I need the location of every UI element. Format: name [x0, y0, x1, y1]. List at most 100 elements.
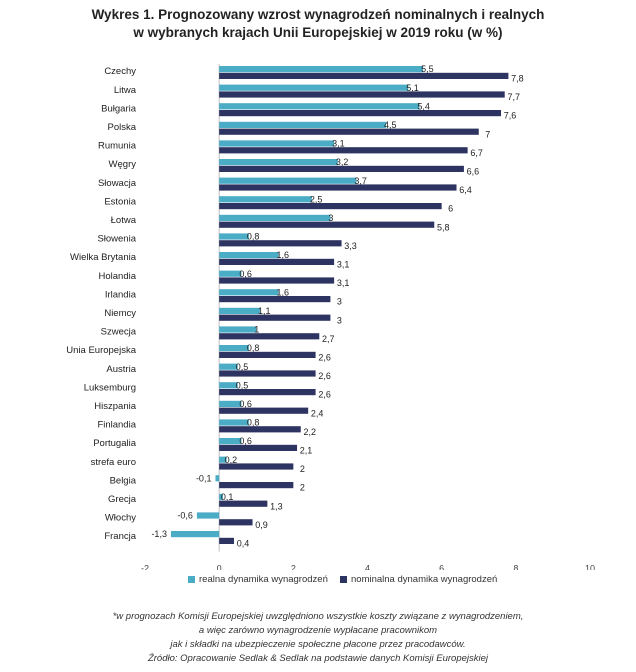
value-label-real: 0,8 [247, 232, 260, 242]
value-label-nominal: 3,1 [337, 260, 350, 270]
bar-real [219, 493, 223, 500]
x-tick-label: -2 [141, 564, 149, 570]
bar-nominal [219, 333, 320, 340]
bar-nominal [219, 147, 468, 154]
value-label-nominal: 6,6 [467, 167, 480, 177]
footnote: *w prognozach Komisji Europejskiej uwzgl… [0, 610, 636, 666]
category-label: Słowacja [98, 178, 137, 189]
category-label: Litwa [114, 85, 137, 96]
value-label-nominal: 7,8 [511, 74, 524, 84]
value-label-real: 4,5 [384, 120, 397, 130]
category-label: Finlandia [97, 420, 136, 431]
bar-nominal [219, 426, 301, 433]
bar-real [196, 512, 220, 519]
category-label: Szwecja [101, 327, 137, 338]
bar-nominal [219, 537, 234, 544]
bar-nominal [219, 351, 316, 358]
category-label: Belgia [110, 475, 137, 486]
value-label-real: 5,4 [417, 101, 430, 111]
value-label-real: 0,1 [221, 492, 234, 502]
bar-real [219, 84, 409, 91]
value-label-real: 1,1 [258, 306, 271, 316]
bar-real [219, 345, 249, 352]
bar-nominal [219, 463, 294, 470]
footnote-line-2: a więc zarówno wynagrodzenie wypłacane p… [198, 625, 438, 636]
category-label: Rumunia [98, 141, 137, 152]
bar-nominal [219, 240, 342, 247]
category-label: strefa euro [91, 457, 136, 468]
chart-title: Wykres 1. Prognozowany wzrost wynagrodze… [0, 6, 636, 42]
bar-real [219, 270, 242, 277]
bar-nominal [219, 91, 505, 98]
value-label-real: 0,6 [239, 269, 252, 279]
bar-real [219, 177, 357, 184]
value-label-real: 1,6 [277, 287, 290, 297]
value-label-nominal: 1,3 [270, 501, 283, 511]
category-label: Holandia [99, 271, 137, 282]
chart-title-line-1: Wykres 1. Prognozowany wzrost wynagrodze… [91, 7, 545, 22]
bar-nominal [219, 165, 464, 172]
bar-nominal [219, 128, 479, 135]
value-label-nominal: 2,4 [311, 408, 324, 418]
footnote-line-3: jak i składki na ubezpieczenie społeczne… [170, 639, 466, 650]
value-label-nominal: 6,4 [459, 185, 472, 195]
category-label: Czechy [104, 66, 136, 77]
value-label-real: 3,7 [354, 176, 367, 186]
bar-nominal [219, 258, 335, 265]
value-label-real: 5,1 [406, 83, 419, 93]
category-label: Niemcy [104, 308, 136, 319]
value-label-real: 0,8 [247, 418, 260, 428]
bar-nominal [219, 314, 331, 321]
value-label-nominal: 0,9 [255, 520, 268, 530]
bar-real [215, 475, 220, 482]
bar-chart: Czechy Litwa Bułgaria Polska Rumunia Węgry Sło… [66, 64, 595, 570]
bar-real [219, 121, 387, 128]
value-labels: 5,5 7,8 5,1 7,7 5,4 7,6 4,5 7 3,1 6,7 3,2 6,6 3,7 6,4… [151, 64, 523, 548]
bar-real [219, 438, 242, 445]
bar-real [219, 159, 338, 166]
value-label-real: 0,6 [239, 436, 252, 446]
value-label-nominal: 3 [337, 297, 342, 307]
value-label-nominal: 7,6 [504, 111, 517, 121]
value-label-nominal: 3 [337, 315, 342, 325]
bar-real [219, 307, 260, 314]
x-tick-label: 4 [365, 564, 370, 570]
bar-nominal [219, 407, 309, 414]
value-label-nominal: 6 [448, 204, 453, 214]
category-label: Bułgaria [101, 103, 137, 114]
value-label-real: 1,6 [277, 250, 290, 260]
bar-real [219, 233, 249, 240]
bar-nominal [219, 277, 335, 284]
legend-item-real: realna dynamika wynagrodzeń [188, 574, 328, 585]
value-label-nominal: 0,4 [237, 539, 250, 549]
category-label: Łotwa [111, 215, 137, 226]
value-label-nominal: 2,2 [303, 427, 316, 437]
value-label-nominal: 2,6 [318, 371, 331, 381]
value-label-nominal: 3,1 [337, 278, 350, 288]
bar-real [219, 103, 420, 110]
category-label: Słowenia [97, 234, 136, 245]
value-label-nominal: 2,1 [300, 446, 313, 456]
value-label-nominal: 2,6 [318, 390, 331, 400]
value-label-real: 0,8 [247, 343, 260, 353]
category-label: Francja [104, 531, 136, 542]
category-label: Wielka Brytania [70, 252, 137, 263]
bar-nominal [219, 72, 509, 79]
value-label-nominal: 6,7 [470, 148, 483, 158]
value-label-real: 3 [328, 213, 333, 223]
category-label: Polska [107, 122, 136, 133]
value-label-real: -1,3 [151, 529, 167, 539]
bar-nominal [219, 203, 442, 210]
category-label: Austria [106, 364, 136, 375]
bar-real [219, 289, 279, 296]
legend-label-nominal: nominalna dynamika wynagrodzeń [351, 574, 498, 585]
bar-nominal [219, 221, 435, 228]
value-label-real: 1 [254, 325, 259, 335]
bar-nominal [219, 519, 253, 526]
bar-nominal [219, 296, 331, 303]
bar-real [219, 252, 279, 259]
bar-real [219, 456, 227, 463]
legend-swatch-nominal [340, 576, 347, 583]
bar-real [219, 196, 312, 203]
x-tick-label: 0 [217, 564, 222, 570]
